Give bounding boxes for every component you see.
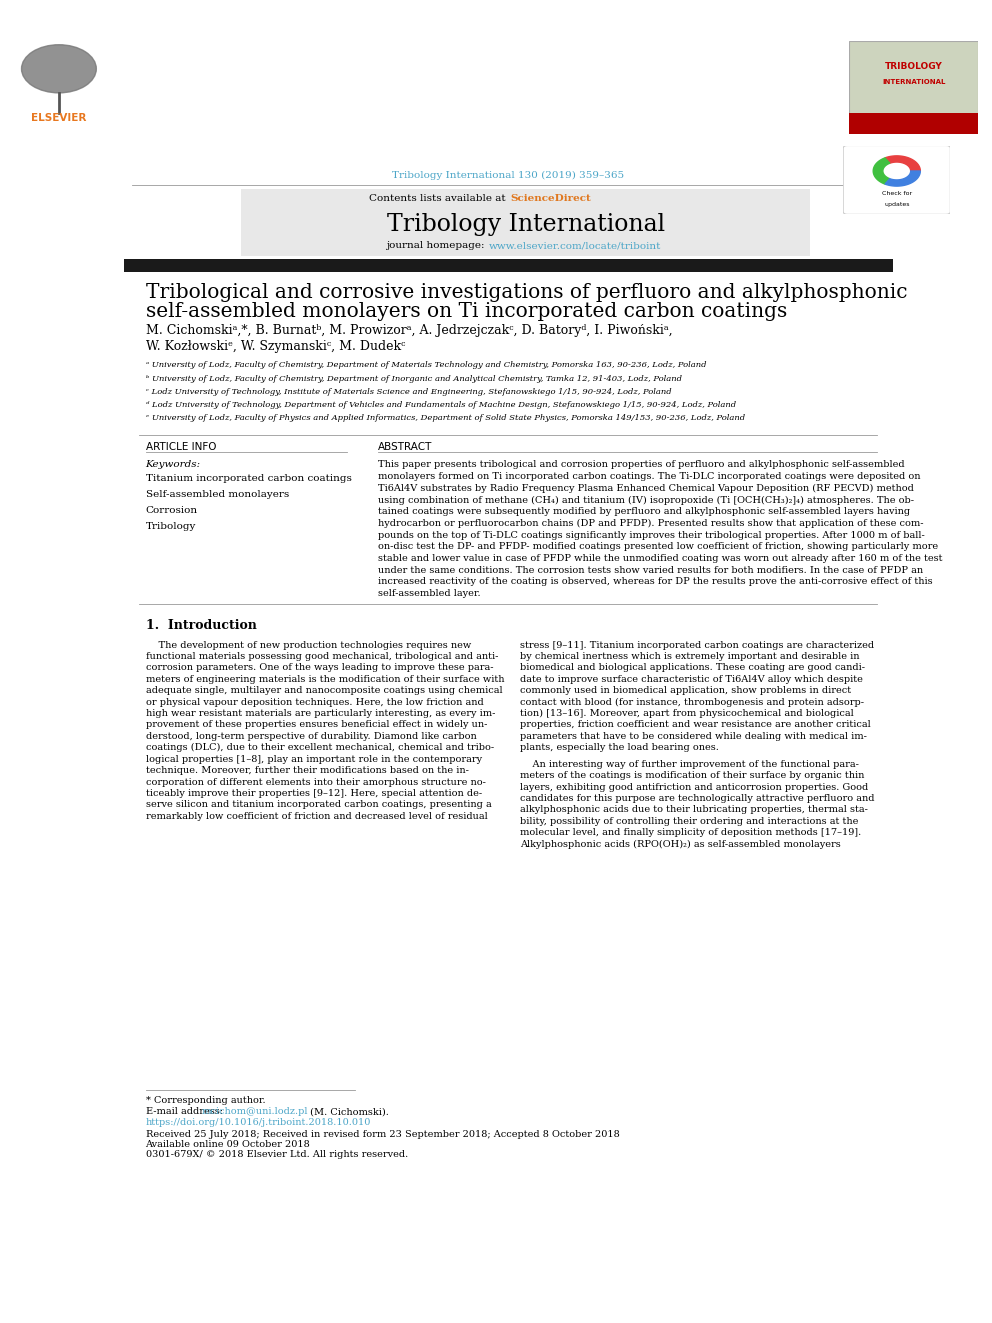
Text: ᶜ Lodz University of Technology, Institute of Materials Science and Engineering,: ᶜ Lodz University of Technology, Institu… (146, 388, 672, 396)
Text: An interesting way of further improvement of the functional para-: An interesting way of further improvemen… (520, 759, 859, 769)
Text: functional materials possessing good mechanical, tribological and anti-: functional materials possessing good mec… (146, 652, 498, 662)
Text: Received 25 July 2018; Received in revised form 23 September 2018; Accepted 8 Oc: Received 25 July 2018; Received in revis… (146, 1130, 619, 1139)
Text: W. Kozłowskiᵉ, W. Szymanskiᶜ, M. Dudekᶜ: W. Kozłowskiᵉ, W. Szymanskiᶜ, M. Dudekᶜ (146, 340, 405, 353)
Text: Tribology International: Tribology International (387, 213, 666, 235)
Text: This paper presents tribological and corrosion properties of perfluoro and alkyl: This paper presents tribological and cor… (378, 460, 905, 470)
Text: bility, possibility of controlling their ordering and interactions at the: bility, possibility of controlling their… (520, 816, 858, 826)
Text: stable and lower value in case of PFDP while the unmodified coating was worn out: stable and lower value in case of PFDP w… (378, 554, 942, 564)
Text: coatings (DLC), due to their excellent mechanical, chemical and tribo-: coatings (DLC), due to their excellent m… (146, 744, 494, 753)
Text: ᵈ Lodz University of Technology, Department of Vehicles and Fundamentals of Mach: ᵈ Lodz University of Technology, Departm… (146, 401, 736, 409)
Text: Check for: Check for (882, 192, 912, 196)
Text: www.elsevier.com/locate/triboint: www.elsevier.com/locate/triboint (488, 241, 661, 250)
Text: tion) [13–16]. Moreover, apart from physicochemical and biological: tion) [13–16]. Moreover, apart from phys… (520, 709, 854, 718)
Text: derstood, long-term perspective of durability. Diamond like carbon: derstood, long-term perspective of durab… (146, 732, 476, 741)
Text: Titanium incorporated carbon coatings: Titanium incorporated carbon coatings (146, 474, 351, 483)
Text: Alkylphosphonic acids (RPO(OH)₂) as self-assembled monolayers: Alkylphosphonic acids (RPO(OH)₂) as self… (520, 840, 840, 849)
Text: ABSTRACT: ABSTRACT (378, 442, 433, 452)
Text: (M. Cichomski).: (M. Cichomski). (307, 1107, 389, 1117)
Text: 0301-679X/ © 2018 Elsevier Ltd. All rights reserved.: 0301-679X/ © 2018 Elsevier Ltd. All righ… (146, 1150, 408, 1159)
Text: journal homepage:: journal homepage: (386, 241, 488, 250)
Text: alkylphosphonic acids due to their lubricating properties, thermal sta-: alkylphosphonic acids due to their lubri… (520, 806, 868, 815)
Polygon shape (885, 171, 921, 187)
Text: remarkably low coefficient of friction and decreased level of residual: remarkably low coefficient of friction a… (146, 812, 487, 820)
Text: meters of the coatings is modification of their surface by organic thin: meters of the coatings is modification o… (520, 771, 864, 781)
Text: INTERNATIONAL: INTERNATIONAL (882, 79, 945, 85)
Text: Keywords:: Keywords: (146, 460, 200, 470)
Text: Corrosion: Corrosion (146, 507, 197, 515)
Text: Tribological and corrosive investigations of perfluoro and alkylphosphonic: Tribological and corrosive investigation… (146, 283, 907, 302)
Polygon shape (885, 156, 921, 171)
Ellipse shape (22, 45, 96, 93)
Text: serve silicon and titanium incorporated carbon coatings, presenting a: serve silicon and titanium incorporated … (146, 800, 491, 810)
Text: under the same conditions. The corrosion tests show varied results for both modi: under the same conditions. The corrosion… (378, 566, 923, 574)
Text: ᵃ University of Lodz, Faculty of Chemistry, Department of Materials Technology a: ᵃ University of Lodz, Faculty of Chemist… (146, 361, 706, 369)
FancyBboxPatch shape (849, 41, 978, 134)
Text: https://doi.org/10.1016/j.triboint.2018.10.010: https://doi.org/10.1016/j.triboint.2018.… (146, 1118, 371, 1127)
Text: self-assembled layer.: self-assembled layer. (378, 589, 480, 598)
Text: ticeably improve their properties [9–12]. Here, special attention de-: ticeably improve their properties [9–12]… (146, 789, 482, 798)
Text: using combination of methane (CH₄) and titanium (IV) isopropoxide (Ti [OCH(CH₃)₂: using combination of methane (CH₄) and t… (378, 495, 914, 504)
Text: contact with blood (for instance, thrombogenesis and protein adsorp-: contact with blood (for instance, thromb… (520, 697, 864, 706)
Text: meters of engineering materials is the modification of their surface with: meters of engineering materials is the m… (146, 675, 504, 684)
Text: molecular level, and finally simplicity of deposition methods [17–19].: molecular level, and finally simplicity … (520, 828, 861, 837)
Text: ELSEVIER: ELSEVIER (31, 112, 86, 123)
Text: hydrocarbon or perfluorocarbon chains (DP and PFDP). Presented results show that: hydrocarbon or perfluorocarbon chains (D… (378, 519, 924, 528)
Text: Available online 09 October 2018: Available online 09 October 2018 (146, 1140, 310, 1148)
Text: Tribology: Tribology (146, 523, 195, 532)
Text: Ti6Al4V substrates by Radio Frequency Plasma Enhanced Chemical Vapour Deposition: Ti6Al4V substrates by Radio Frequency Pl… (378, 484, 914, 493)
Text: Contents lists available at: Contents lists available at (368, 194, 509, 204)
Text: by chemical inertness which is extremely important and desirable in: by chemical inertness which is extremely… (520, 652, 859, 662)
Text: corrosion parameters. One of the ways leading to improve these para-: corrosion parameters. One of the ways le… (146, 663, 493, 672)
FancyBboxPatch shape (241, 189, 809, 255)
Text: date to improve surface characteristic of Ti6Al4V alloy which despite: date to improve surface characteristic o… (520, 675, 863, 684)
Text: M. Cichomskiᵃ,*, B. Burnatᵇ, M. Prowizorᵃ, A. Jedrzejczakᶜ, D. Batoryᵈ, I. Piwoń: M. Cichomskiᵃ,*, B. Burnatᵇ, M. Prowizor… (146, 324, 673, 337)
Text: self-assembled monolayers on Ti incorporated carbon coatings: self-assembled monolayers on Ti incorpor… (146, 303, 787, 321)
Text: corporation of different elements into their amorphous structure no-: corporation of different elements into t… (146, 778, 485, 787)
Text: properties, friction coefficient and wear resistance are another critical: properties, friction coefficient and wea… (520, 721, 871, 729)
FancyBboxPatch shape (849, 114, 978, 134)
Text: provement of these properties ensures beneficial effect in widely un-: provement of these properties ensures be… (146, 721, 487, 729)
FancyBboxPatch shape (843, 146, 950, 214)
Text: tained coatings were subsequently modified by perfluoro and alkylphosphonic self: tained coatings were subsequently modifi… (378, 507, 910, 516)
Text: biomedical and biological applications. These coating are good candi-: biomedical and biological applications. … (520, 663, 865, 672)
Text: Self-assembled monolayers: Self-assembled monolayers (146, 490, 289, 499)
Text: The development of new production technologies requires new: The development of new production techno… (146, 640, 471, 650)
Text: or physical vapour deposition techniques. Here, the low friction and: or physical vapour deposition techniques… (146, 697, 483, 706)
Text: ᵇ University of Lodz, Faculty of Chemistry, Department of Inorganic and Analytic: ᵇ University of Lodz, Faculty of Chemist… (146, 374, 682, 382)
Text: stress [9–11]. Titanium incorporated carbon coatings are characterized: stress [9–11]. Titanium incorporated car… (520, 640, 874, 650)
Text: ᵉ University of Lodz, Faculty of Physics and Applied Informatics, Department of : ᵉ University of Lodz, Faculty of Physics… (146, 414, 745, 422)
Text: * Corresponding author.: * Corresponding author. (146, 1095, 265, 1105)
Text: commonly used in biomedical application, show problems in direct: commonly used in biomedical application,… (520, 687, 851, 696)
Text: updates: updates (884, 201, 910, 206)
Text: candidates for this purpose are technologically attractive perfluoro and: candidates for this purpose are technolo… (520, 794, 874, 803)
Text: TRIBOLOGY: TRIBOLOGY (885, 62, 942, 71)
Text: ARTICLE INFO: ARTICLE INFO (146, 442, 216, 452)
Text: monolayers formed on Ti incorporated carbon coatings. The Ti-DLC incorporated co: monolayers formed on Ti incorporated car… (378, 472, 921, 482)
FancyBboxPatch shape (124, 258, 893, 271)
Text: ScienceDirect: ScienceDirect (510, 194, 590, 204)
Text: on-disc test the DP- and PFDP- modified coatings presented low coefficient of fr: on-disc test the DP- and PFDP- modified … (378, 542, 937, 552)
Text: high wear resistant materials are particularly interesting, as every im-: high wear resistant materials are partic… (146, 709, 495, 718)
Text: layers, exhibiting good antifriction and anticorrosion properties. Good: layers, exhibiting good antifriction and… (520, 783, 868, 791)
Text: pounds on the top of Ti-DLC coatings significantly improves their tribological p: pounds on the top of Ti-DLC coatings sig… (378, 531, 925, 540)
Text: Tribology International 130 (2019) 359–365: Tribology International 130 (2019) 359–3… (393, 171, 624, 180)
Text: 1.  Introduction: 1. Introduction (146, 619, 256, 632)
Text: logical properties [1–8], play an important role in the contemporary: logical properties [1–8], play an import… (146, 754, 482, 763)
Text: parameters that have to be considered while dealing with medical im-: parameters that have to be considered wh… (520, 732, 867, 741)
Text: plants, especially the load bearing ones.: plants, especially the load bearing ones… (520, 744, 719, 753)
Text: E-mail address:: E-mail address: (146, 1107, 225, 1117)
Text: adequate single, multilayer and nanocomposite coatings using chemical: adequate single, multilayer and nanocomp… (146, 687, 502, 696)
Text: increased reactivity of the coating is observed, whereas for DP the results prov: increased reactivity of the coating is o… (378, 577, 932, 586)
Text: mcichom@uni.lodz.pl: mcichom@uni.lodz.pl (201, 1107, 309, 1117)
Text: technique. Moreover, further their modifications based on the in-: technique. Moreover, further their modif… (146, 766, 468, 775)
Polygon shape (873, 157, 890, 184)
